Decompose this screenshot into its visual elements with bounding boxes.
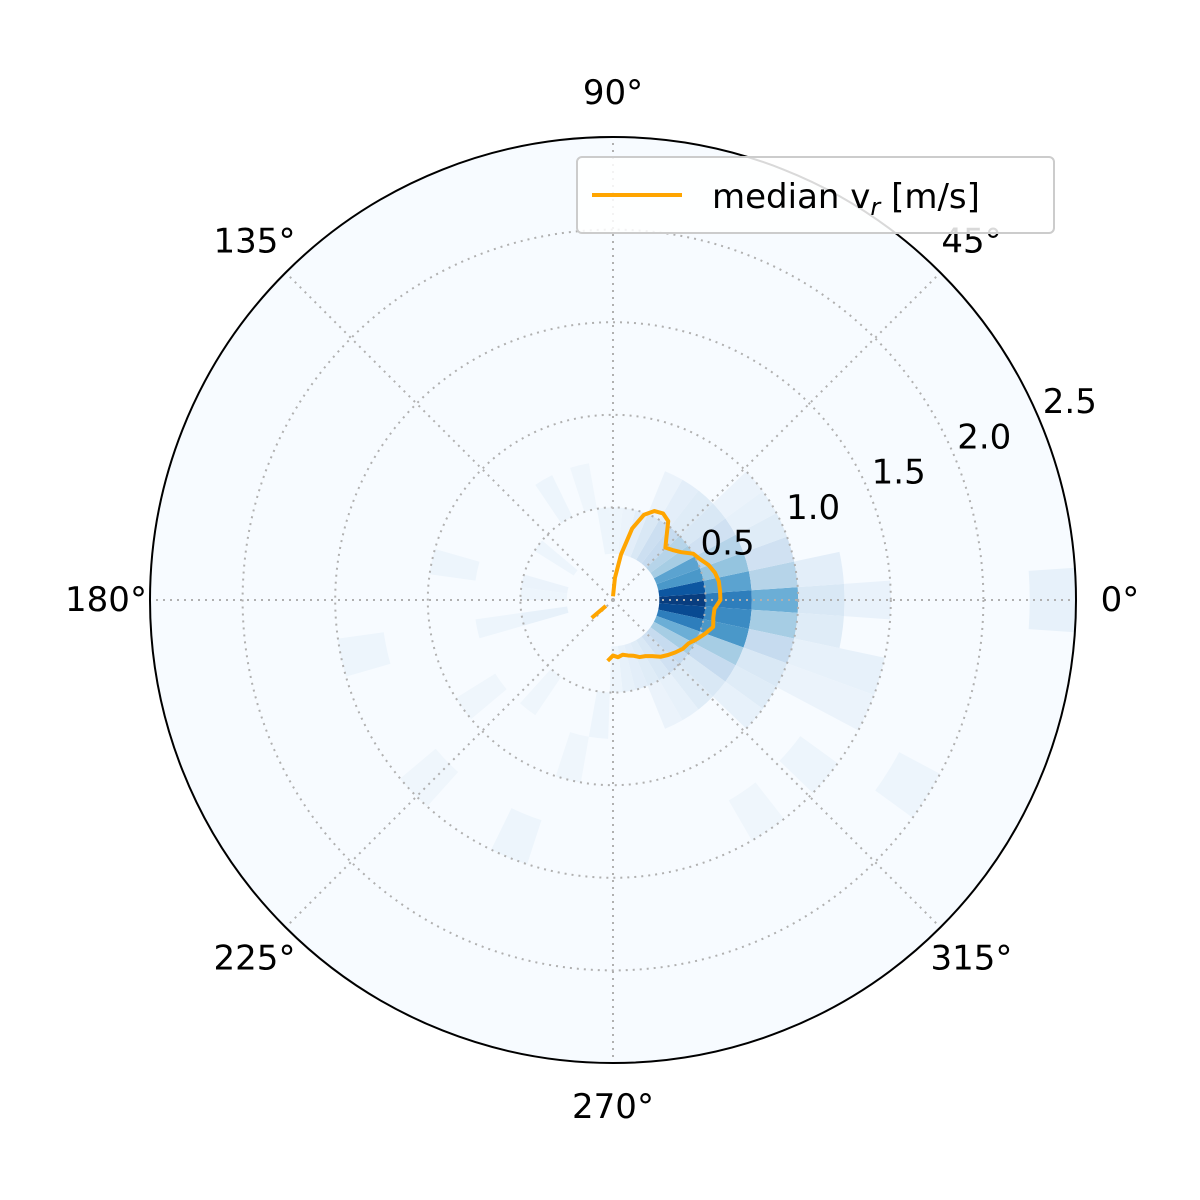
radial-tick-label: 0.5 bbox=[701, 524, 755, 564]
histogram-cell-8 bbox=[656, 568, 704, 591]
histogram-cell-43 bbox=[646, 627, 688, 665]
histogram-cell-74 bbox=[491, 808, 542, 865]
histogram-cell-67 bbox=[521, 606, 569, 626]
histogram-cell-27 bbox=[617, 507, 636, 556]
histogram-cell-41 bbox=[687, 643, 736, 682]
histogram-cell-76 bbox=[555, 732, 589, 783]
radial-tick-label: 1.5 bbox=[872, 453, 926, 493]
histogram-cell-50 bbox=[630, 640, 660, 686]
angle-tick-labels: 0°45°90°135°180°225°270°315° bbox=[65, 73, 1139, 1127]
histogram-cell-6 bbox=[748, 561, 798, 591]
histogram-cell-21 bbox=[670, 490, 713, 536]
histogram-cell-61 bbox=[596, 507, 612, 555]
histogram-cell-15 bbox=[687, 518, 736, 557]
histogram-cell-49 bbox=[659, 672, 699, 721]
angle-tick-label: 0° bbox=[1101, 580, 1140, 620]
histogram-cell-25 bbox=[647, 471, 683, 520]
angle-grid-line-3 bbox=[284, 271, 614, 601]
histogram-cell-10 bbox=[743, 536, 795, 572]
histogram-cell-23 bbox=[659, 479, 699, 528]
median-line bbox=[606, 509, 723, 663]
radial-grid-circle-1 bbox=[426, 413, 800, 787]
histogram-cell-51 bbox=[647, 680, 683, 729]
histogram-cell-64 bbox=[534, 540, 578, 576]
radial-tick-label: 2.5 bbox=[1043, 382, 1097, 422]
histogram-cell-0 bbox=[659, 593, 706, 607]
histogram-cell-48 bbox=[636, 636, 671, 681]
histogram-cell-68 bbox=[475, 612, 524, 639]
histogram-cell-35 bbox=[743, 628, 795, 664]
histogram-cell-12 bbox=[694, 534, 744, 569]
histogram-cell-39 bbox=[735, 647, 788, 687]
radial-tick-labels: 0.5 1.0 1.5 2.0 2.5 bbox=[701, 382, 1097, 564]
histogram-cell-18 bbox=[679, 503, 726, 546]
histogram-cell-20 bbox=[641, 527, 680, 568]
histogram-cell-33 bbox=[656, 609, 704, 632]
histogram-cell-45 bbox=[712, 681, 763, 729]
histogram-cell-69 bbox=[429, 548, 480, 581]
plot-frame bbox=[149, 136, 1077, 1064]
histogram-cell-72 bbox=[520, 668, 562, 716]
histogram-cell-56 bbox=[776, 663, 875, 731]
radial-tick-label: 2.0 bbox=[957, 417, 1011, 457]
angle-tick-label: 90° bbox=[583, 73, 643, 113]
legend-label-unit: [m/s] bbox=[880, 177, 980, 217]
legend-label-text: median v bbox=[712, 177, 870, 217]
histogram-cell-55 bbox=[843, 580, 891, 620]
histogram-cell-37 bbox=[653, 615, 701, 644]
histogram-cell-71 bbox=[455, 673, 507, 720]
histogram-cell-22 bbox=[636, 519, 671, 564]
angle-tick-label: 225° bbox=[214, 938, 296, 978]
histogram-cell-59 bbox=[875, 752, 941, 818]
histogram-cell-46 bbox=[641, 632, 680, 673]
histogram-cell-44 bbox=[679, 654, 726, 697]
histogram-cell-16 bbox=[725, 491, 777, 535]
histogram-cells bbox=[337, 463, 1076, 865]
histogram-cell-26 bbox=[624, 510, 648, 558]
histogram-cell-75 bbox=[588, 691, 610, 739]
angle-tick-label: 315° bbox=[931, 938, 1013, 978]
histogram-cell-65 bbox=[521, 574, 569, 594]
histogram-cell-73 bbox=[400, 748, 459, 807]
histogram-cell-29 bbox=[658, 603, 706, 620]
histogram-cell-32 bbox=[794, 612, 844, 649]
histogram-cell-7 bbox=[794, 551, 844, 588]
histogram-cell-4 bbox=[658, 580, 706, 597]
legend-median-label: median vr [m/s] bbox=[712, 177, 980, 221]
legend-label-subscript: r bbox=[870, 193, 882, 221]
histogram-cell-66 bbox=[520, 587, 568, 600]
angle-tick-label: 135° bbox=[214, 222, 296, 262]
legend: median vr [m/s] bbox=[576, 156, 1055, 234]
radial-tick-label: 1.0 bbox=[786, 488, 840, 528]
histogram-cell-36 bbox=[787, 638, 885, 696]
histogram-cell-60 bbox=[728, 782, 785, 841]
histogram-cell-24 bbox=[630, 514, 660, 560]
legend-box bbox=[576, 156, 1055, 234]
histogram-cell-42 bbox=[725, 665, 777, 709]
angle-tick-label: 270° bbox=[572, 1087, 654, 1127]
histogram-cell-63 bbox=[535, 475, 573, 524]
histogram-cell-31 bbox=[748, 609, 798, 639]
histogram-cell-19 bbox=[712, 471, 763, 519]
histogram-cell-17 bbox=[646, 535, 688, 573]
histogram-cell-3 bbox=[797, 583, 845, 617]
median-line-group bbox=[590, 509, 723, 663]
histogram-cell-58 bbox=[1028, 567, 1076, 633]
radial-grid-circle-2 bbox=[334, 321, 892, 879]
angle-grid-line-5 bbox=[284, 599, 614, 929]
histogram-cell-38 bbox=[694, 631, 744, 666]
histogram-cell-62 bbox=[570, 463, 597, 512]
histogram-cell-9 bbox=[700, 552, 749, 581]
histogram-cell-57 bbox=[779, 736, 838, 793]
median-line-segment bbox=[590, 604, 608, 620]
histogram-cell-13 bbox=[735, 513, 788, 553]
histogram-cell-5 bbox=[703, 571, 752, 594]
histogram-cell-47 bbox=[670, 664, 713, 710]
histogram-cell-70 bbox=[337, 632, 391, 677]
histogram-cell-11 bbox=[653, 556, 701, 585]
angle-tick-label: 180° bbox=[65, 580, 147, 620]
